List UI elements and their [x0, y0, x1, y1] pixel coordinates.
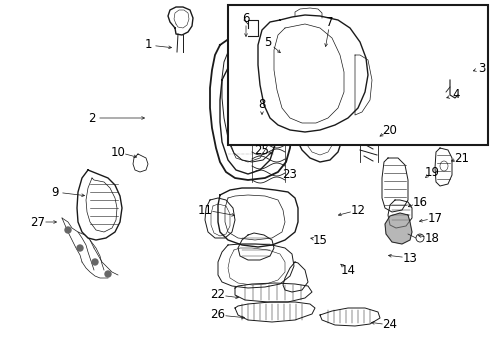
Text: 16: 16 — [413, 195, 427, 208]
Polygon shape — [385, 213, 412, 244]
Circle shape — [65, 227, 71, 233]
Circle shape — [77, 245, 83, 251]
Text: 9: 9 — [51, 185, 59, 198]
Circle shape — [92, 259, 98, 265]
Text: 26: 26 — [211, 309, 225, 321]
Text: 12: 12 — [350, 203, 366, 216]
Text: 13: 13 — [403, 252, 417, 265]
Text: 7: 7 — [326, 15, 334, 28]
Text: 1: 1 — [144, 39, 152, 51]
Text: 23: 23 — [283, 168, 297, 181]
Circle shape — [105, 271, 111, 277]
Text: 3: 3 — [478, 62, 486, 75]
Text: 6: 6 — [242, 12, 250, 24]
Text: 11: 11 — [197, 203, 213, 216]
Text: 20: 20 — [383, 123, 397, 136]
Text: 8: 8 — [258, 99, 266, 112]
Text: 27: 27 — [30, 216, 46, 229]
Text: 5: 5 — [264, 36, 271, 49]
Text: 19: 19 — [424, 166, 440, 179]
Text: 18: 18 — [424, 231, 440, 244]
Text: 24: 24 — [383, 319, 397, 332]
Text: 10: 10 — [111, 145, 125, 158]
Text: 21: 21 — [455, 152, 469, 165]
Text: 22: 22 — [211, 288, 225, 302]
Text: 2: 2 — [88, 112, 96, 125]
Text: 25: 25 — [255, 144, 270, 157]
Text: 15: 15 — [313, 234, 327, 247]
Text: 14: 14 — [341, 264, 356, 276]
Text: 4: 4 — [452, 89, 460, 102]
Text: 17: 17 — [427, 211, 442, 225]
Circle shape — [416, 234, 424, 242]
Bar — [228, 5, 488, 145]
